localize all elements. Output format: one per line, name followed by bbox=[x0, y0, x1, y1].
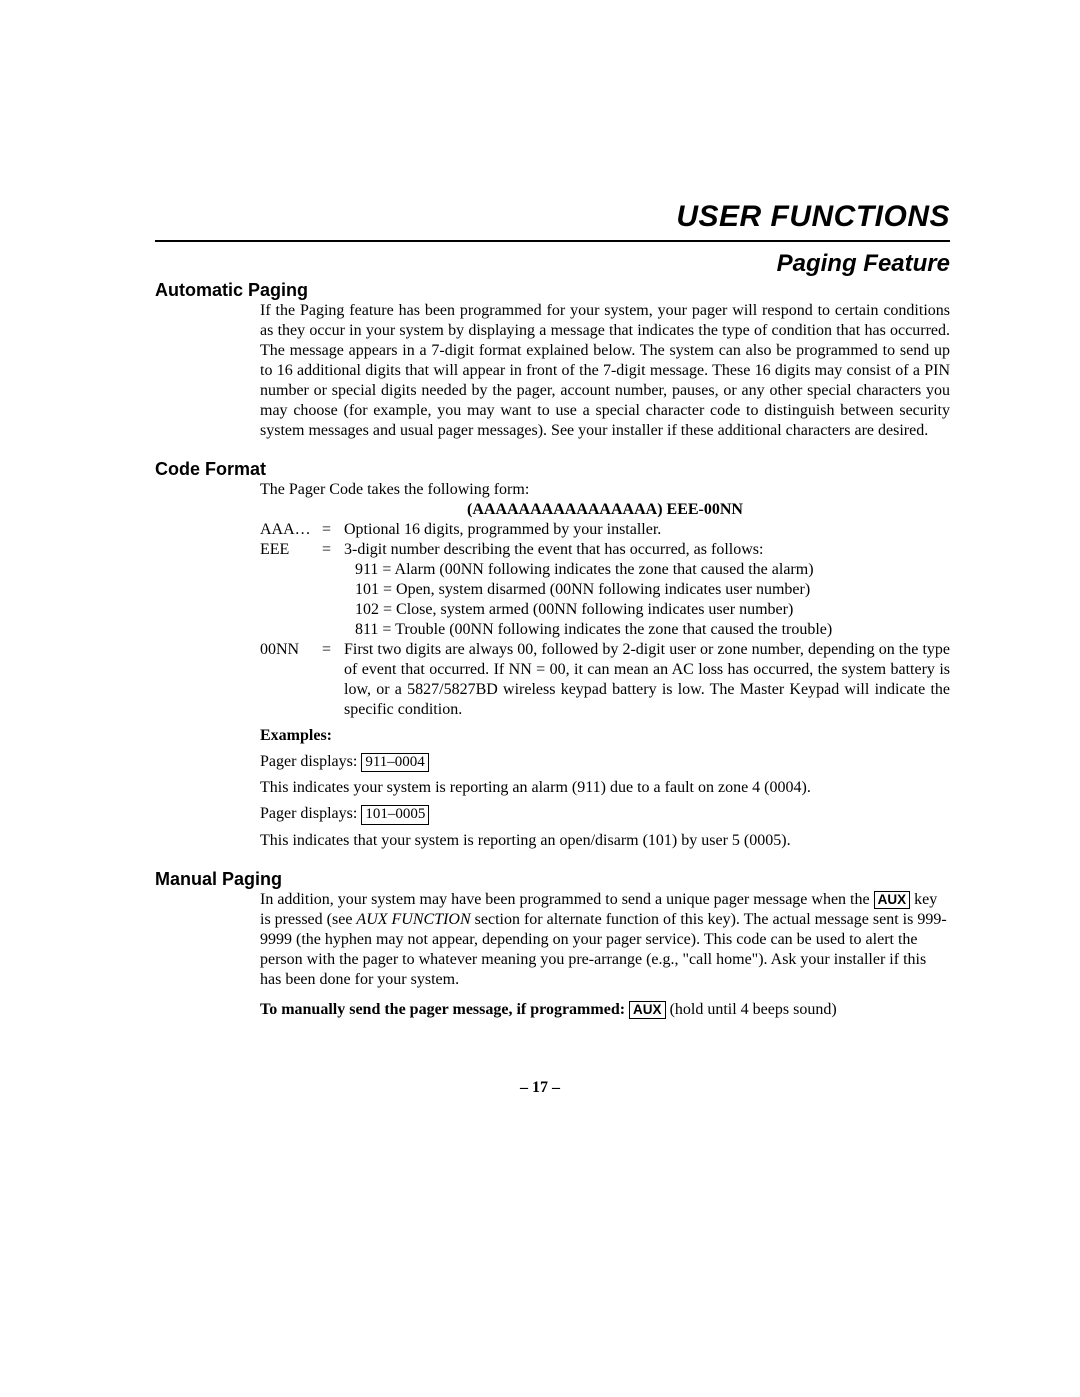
automatic-paging-body: If the Paging feature has been programme… bbox=[260, 301, 950, 441]
aux-key-box-2: AUX bbox=[629, 1001, 666, 1019]
eee-item-102: 102 = Close, system armed (00NN followin… bbox=[355, 600, 950, 620]
example-2-line: Pager displays: 101–0005 bbox=[260, 804, 950, 824]
def-00nn-eq: = bbox=[322, 640, 344, 720]
def-aaa-key: AAA… bbox=[260, 520, 322, 540]
example-1-box: 911–0004 bbox=[361, 753, 428, 772]
example-1-prefix: Pager displays: bbox=[260, 753, 357, 770]
aux-function-ital: AUX FUNCTION bbox=[356, 911, 470, 928]
def-00nn-key: 00NN bbox=[260, 640, 322, 720]
def-eee-eq: = bbox=[322, 540, 344, 560]
manual-paging-body: In addition, your system may have been p… bbox=[260, 890, 950, 990]
examples-label: Examples: bbox=[260, 726, 950, 746]
code-format-pattern: (AAAAAAAAAAAAAAAA) EEE-00NN bbox=[260, 500, 950, 520]
example-1-explain: This indicates your system is reporting … bbox=[260, 778, 950, 798]
eee-item-811: 811 = Trouble (00NN following indicates … bbox=[355, 620, 950, 640]
manual-instr-bold: To manually send the pager message, if p… bbox=[260, 1001, 625, 1018]
heading-code-format: Code Format bbox=[155, 459, 950, 480]
example-2-prefix: Pager displays: bbox=[260, 805, 357, 822]
def-00nn-val: First two digits are always 00, followed… bbox=[344, 640, 950, 720]
page-main-title: USER FUNCTIONS bbox=[155, 200, 950, 234]
page-subtitle: Paging Feature bbox=[155, 250, 950, 278]
manual-p1a: In addition, your system may have been p… bbox=[260, 891, 874, 908]
def-eee-val: 3-digit number describing the event that… bbox=[344, 540, 950, 560]
def-eee-key: EEE bbox=[260, 540, 322, 560]
page-number: – 17 – bbox=[0, 1079, 1080, 1097]
eee-item-911: 911 = Alarm (00NN following indicates th… bbox=[355, 560, 950, 580]
def-00nn: 00NN = First two digits are always 00, f… bbox=[260, 640, 950, 720]
def-aaa-eq: = bbox=[322, 520, 344, 540]
example-1-line: Pager displays: 911–0004 bbox=[260, 752, 950, 772]
manual-instr-tail: (hold until 4 beeps sound) bbox=[670, 1001, 837, 1018]
def-aaa: AAA… = Optional 16 digits, programmed by… bbox=[260, 520, 950, 540]
manual-paging-instruction: To manually send the pager message, if p… bbox=[260, 1000, 950, 1020]
def-eee: EEE = 3-digit number describing the even… bbox=[260, 540, 950, 560]
aux-key-box-1: AUX bbox=[874, 891, 911, 909]
code-format-intro: The Pager Code takes the following form: bbox=[260, 480, 950, 500]
example-2-box: 101–0005 bbox=[361, 805, 429, 824]
heading-automatic-paging: Automatic Paging bbox=[155, 280, 950, 301]
example-2-explain: This indicates that your system is repor… bbox=[260, 831, 950, 851]
heading-manual-paging: Manual Paging bbox=[155, 869, 950, 890]
eee-item-101: 101 = Open, system disarmed (00NN follow… bbox=[355, 580, 950, 600]
title-rule bbox=[155, 240, 950, 242]
def-aaa-val: Optional 16 digits, programmed by your i… bbox=[344, 520, 950, 540]
